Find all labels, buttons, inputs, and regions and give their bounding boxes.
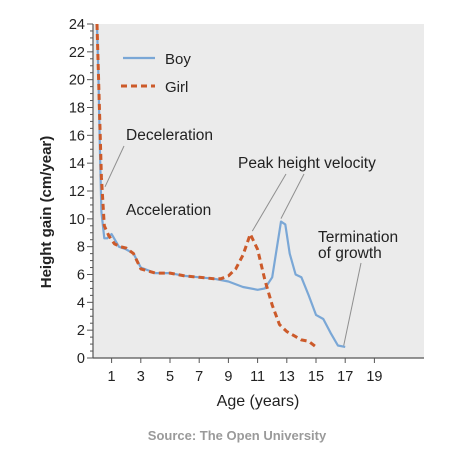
y-tick-label: 10 [69,212,85,228]
y-tick-label: 4 [77,295,85,311]
x-tick-label: 9 [224,369,232,385]
legend: Boy Girl [121,51,191,96]
x-tick-label: 13 [279,369,295,385]
annotation-termination-line-1: Termination [318,229,398,246]
series-line-girl [95,23,317,349]
y-tick-label: 16 [69,128,85,144]
source-caption: Source: The Open University [147,428,327,443]
x-axis-label: Age (years) [217,393,300,410]
peak-velocity-pointer-boy [280,173,305,219]
legend-girl-label: Girl [165,79,188,96]
y-tick-label: 22 [69,45,85,61]
annotation-peak-height-velocity: Peak height velocity [238,155,376,172]
x-tick-label: 19 [366,369,382,385]
x-tick-label: 11 [250,369,265,385]
y-axis-label: Height gain (cm/year) [38,136,55,289]
peak-velocity-pointer-girl [251,173,287,232]
x-tick-label: 7 [195,369,203,385]
legend-boy-label: Boy [165,51,191,68]
y-tick-label: 12 [69,184,85,200]
y-tick-label: 18 [69,101,85,117]
x-tick-label: 1 [108,369,116,385]
termination-pointer [343,262,362,346]
y-tick-label: 6 [77,268,85,284]
annotation-deceleration: Deceleration [126,127,213,144]
plot-area [93,24,424,358]
annotation-termination-line-2: of growth [318,245,382,262]
y-tick-label: 20 [69,73,85,89]
y-tick-label: 2 [77,323,85,339]
x-tick-label: 3 [137,369,145,385]
annotation-acceleration: Acceleration [126,202,211,219]
y-tick-label: 14 [69,156,85,172]
deceleration-pointer [104,145,125,188]
y-tick-label: 24 [69,17,85,33]
y-tick-label: 0 [77,351,85,367]
x-tick-label: 15 [308,369,324,385]
x-tick-label: 5 [166,369,174,385]
y-tick-label: 8 [77,240,85,256]
x-tick-label: 17 [337,369,353,385]
